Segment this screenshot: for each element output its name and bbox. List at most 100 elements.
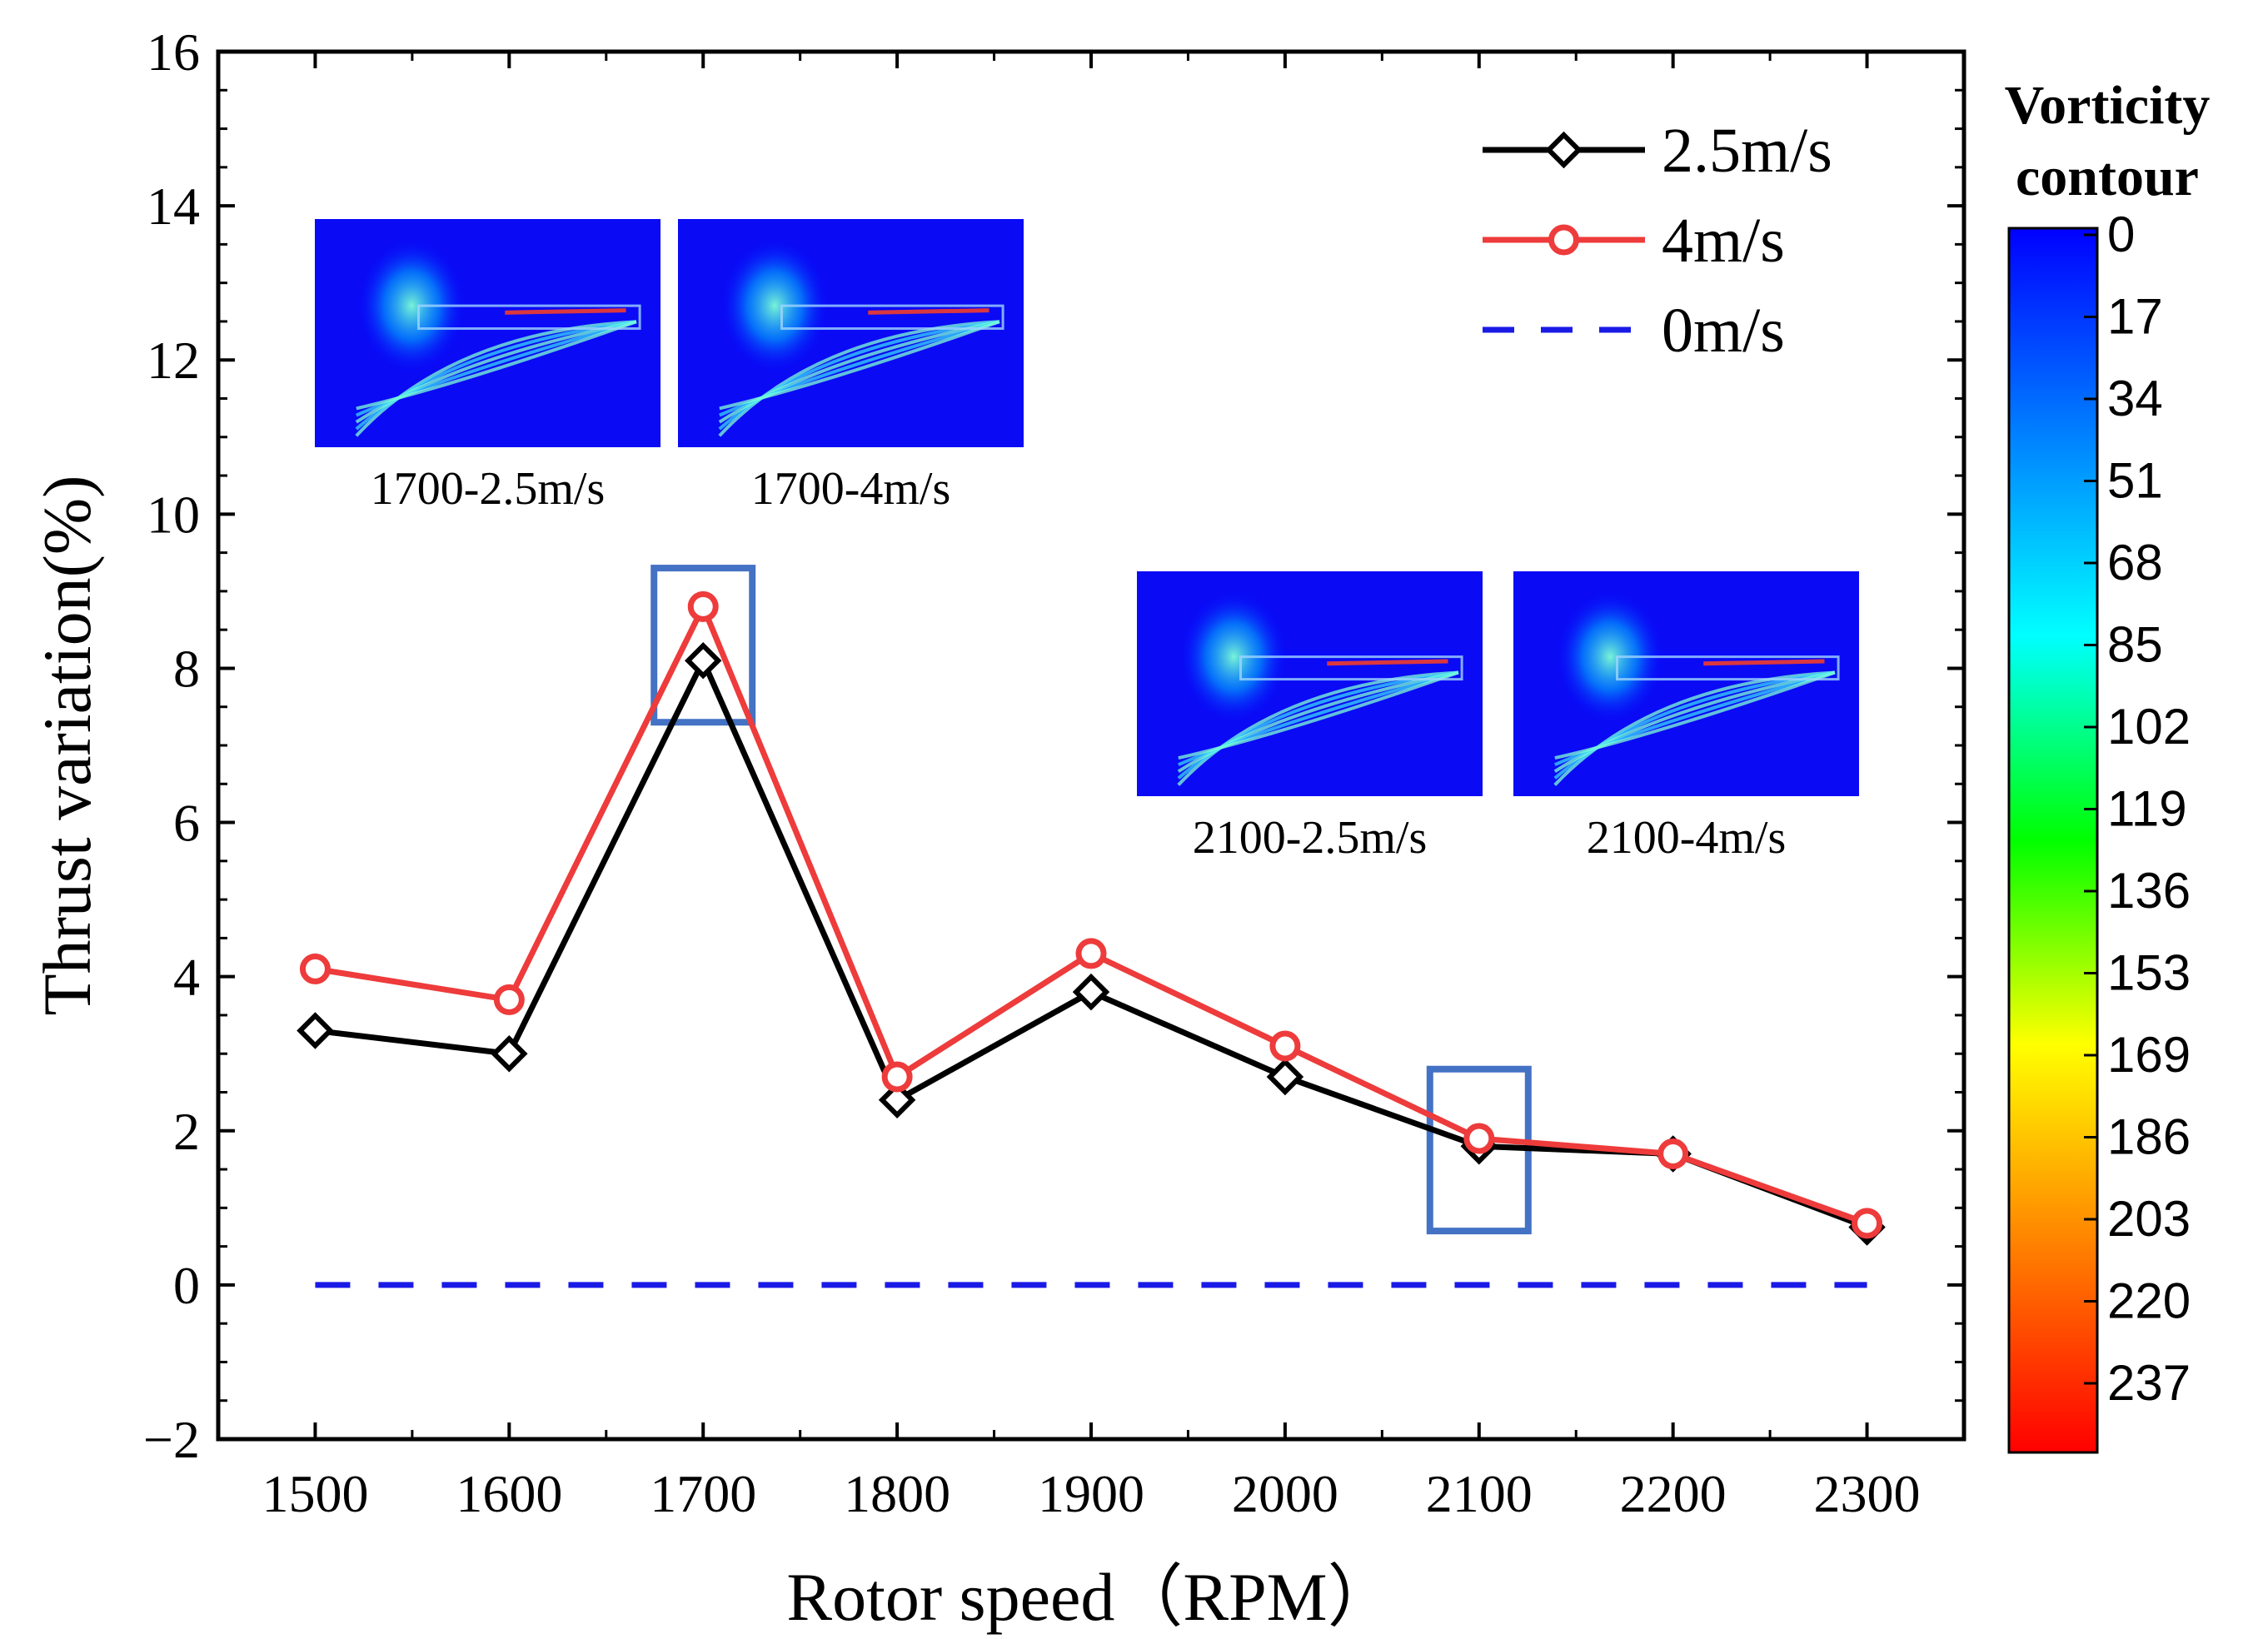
y-tick-label: −2	[143, 1410, 200, 1469]
vorticity-insets: 1700-2.5m/s 1700-4m/s 2100-2.5m/s 2100-4m/s	[315, 219, 1859, 864]
x-tick-labels: 1500 1600 1700 1800 1900 2000 2100 2200 2300	[262, 1464, 1920, 1523]
vorticity-colorbar: Vorticity contour 0 17 34 51 68 85 102 119 136 15…	[2005, 75, 2211, 1454]
legend-label: 2.5m/s	[1662, 116, 1832, 186]
colorbar-label: 102	[2107, 699, 2191, 755]
vorticity-inset-image: 1700-4m/s	[678, 219, 1024, 515]
y-tick-label: 12	[147, 331, 200, 390]
data-point-circle	[1269, 1030, 1301, 1062]
colorbar-label: 85	[2107, 617, 2163, 673]
legend-marker-diamond	[1545, 131, 1583, 169]
data-point-diamond	[297, 1012, 334, 1049]
legend-label: 4m/s	[1662, 206, 1785, 276]
data-point-circle	[1657, 1138, 1689, 1170]
y-tick-labels: −2 0 2 4 6 8 10 12 14 16	[143, 22, 200, 1469]
vorticity-inset-image: 1700-2.5m/s	[315, 219, 660, 515]
colorbar-gradient	[2007, 227, 2099, 1454]
x-tick-label: 2000	[1232, 1464, 1338, 1523]
y-tick-label: 14	[147, 177, 200, 236]
inset-streak	[1178, 670, 1459, 760]
inset-streak	[1553, 670, 1836, 786]
data-point-circle	[1075, 938, 1107, 969]
colorbar-label: 169	[2107, 1027, 2191, 1083]
inset-hotspot	[505, 308, 626, 315]
data-series	[297, 590, 1886, 1288]
colorbar-label: 153	[2107, 945, 2191, 1001]
inset-streak	[718, 320, 1000, 437]
x-tick-label: 1600	[456, 1464, 562, 1523]
inset-rotor-box	[1616, 655, 1840, 681]
inset-streak	[356, 320, 637, 411]
x-tick-label: 2200	[1620, 1464, 1727, 1523]
inset-streak	[355, 320, 637, 437]
y-tick-label: 8	[173, 639, 200, 698]
inset-hotspot	[1327, 659, 1448, 666]
data-point-circle	[881, 1061, 913, 1093]
y-tick-label: 0	[173, 1256, 200, 1315]
axis-ticks	[217, 50, 1966, 1441]
colorbar-label: 136	[2107, 863, 2191, 919]
x-tick-label: 1800	[844, 1464, 950, 1523]
data-point-diamond	[1266, 1058, 1304, 1096]
data-point-diamond	[1072, 973, 1110, 1011]
x-tick-label: 1700	[650, 1464, 756, 1523]
data-point-circle	[1463, 1123, 1495, 1154]
y-tick-label: 2	[173, 1102, 200, 1161]
inset-vortex	[1178, 589, 1289, 725]
colorbar-label: 237	[2107, 1355, 2191, 1411]
inset-streak	[1554, 670, 1836, 767]
colorbar-label: 186	[2107, 1109, 2191, 1165]
x-tick-label: 2300	[1814, 1464, 1921, 1523]
colorbar-label: 17	[2107, 289, 2163, 345]
inset-streak	[355, 320, 637, 417]
inset-streak	[718, 320, 1000, 417]
inset-caption: 2100-2.5m/s	[1193, 812, 1428, 864]
inset-caption: 2100-4m/s	[1587, 812, 1787, 864]
x-tick-label: 1500	[262, 1464, 368, 1523]
colorbar-label: 220	[2107, 1273, 2191, 1329]
inset-rotor-box	[780, 304, 1004, 331]
data-point-circle	[299, 953, 331, 984]
colorbar-title-line1: Vorticity	[2005, 75, 2211, 136]
colorbar-label: 68	[2107, 535, 2163, 590]
inset-vortex	[719, 237, 830, 375]
y-tick-label: 10	[147, 485, 200, 544]
inset-vortex	[356, 237, 467, 375]
vorticity-inset-image: 2100-4m/s	[1513, 571, 1859, 864]
inset-hotspot	[1703, 659, 1825, 666]
y-tick-label: 6	[173, 794, 200, 853]
inset-streak	[719, 320, 1000, 411]
inset-rotor-box	[417, 304, 641, 331]
inset-streak	[1178, 670, 1459, 767]
inset-streak	[1177, 670, 1459, 786]
highlight-box	[650, 565, 756, 726]
y-axis-title: Thrust variation(%)	[29, 476, 105, 1016]
colorbar-label: 203	[2107, 1191, 2191, 1247]
legend: 2.5m/s 4m/s 0m/s	[1483, 116, 1832, 366]
data-point-diamond	[491, 1034, 528, 1073]
inset-rotor-box	[1239, 655, 1463, 681]
inset-streak	[1554, 670, 1836, 760]
data-point-circle	[1852, 1208, 1883, 1239]
data-point-diamond	[684, 641, 722, 680]
x-tick-label: 2100	[1426, 1464, 1533, 1523]
legend-marker-circle	[1548, 224, 1579, 256]
inset-vortex	[1554, 589, 1666, 725]
x-tick-label: 1900	[1038, 1464, 1144, 1523]
y-tick-label: 16	[147, 22, 200, 82]
data-point-diamond	[878, 1081, 916, 1118]
colorbar-label: 51	[2107, 453, 2163, 509]
colorbar-label: 119	[2107, 781, 2187, 837]
inset-streak	[1177, 670, 1459, 773]
data-point-circle	[687, 590, 719, 622]
data-point-circle	[493, 984, 525, 1015]
colorbar-label: 0	[2107, 207, 2135, 262]
colorbar-label: 34	[2107, 371, 2163, 426]
inset-streak	[355, 320, 637, 424]
vorticity-inset-image: 2100-2.5m/s	[1137, 571, 1483, 864]
inset-streak	[1553, 670, 1836, 773]
inset-hotspot	[868, 308, 989, 315]
inset-streak	[718, 320, 1000, 424]
y-tick-label: 4	[173, 948, 200, 1007]
inset-caption: 1700-4m/s	[751, 463, 951, 515]
